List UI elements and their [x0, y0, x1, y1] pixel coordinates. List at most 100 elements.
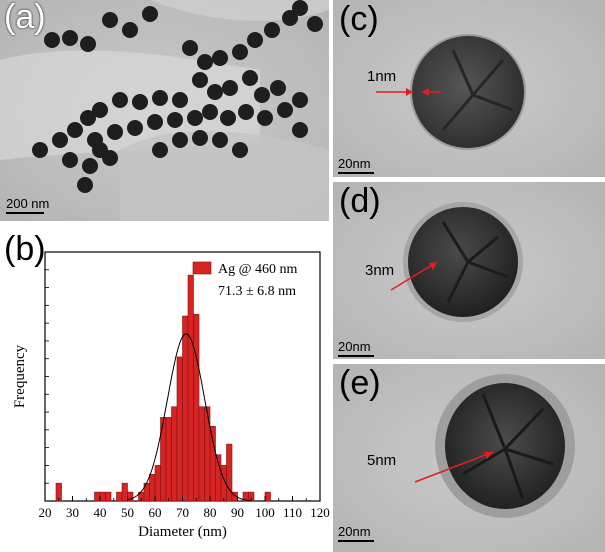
panel-a-label: (a)	[4, 0, 46, 36]
nanoparticle	[212, 132, 228, 148]
panel-e-scale-label: 20nm	[338, 524, 371, 539]
panel-a: (a) 200 nm	[0, 0, 329, 221]
nanoparticle	[242, 70, 258, 86]
nanoparticle	[254, 87, 270, 103]
x-tick-label: 40	[94, 505, 107, 520]
panel-c-image	[376, 34, 526, 150]
nanoparticle	[307, 16, 323, 32]
histogram-bar	[121, 482, 128, 502]
nanoparticle	[112, 92, 128, 108]
histogram-bar	[171, 406, 178, 502]
histogram-bar	[209, 426, 216, 502]
histogram-bar	[99, 491, 106, 502]
panel-c: (c) 1nm 20nm	[333, 0, 605, 177]
histogram-bar	[149, 474, 156, 502]
x-tick-label: 70	[176, 505, 189, 520]
nanoparticle	[292, 122, 308, 138]
nanoparticle	[292, 92, 308, 108]
nanoparticle	[264, 22, 280, 38]
panel-c-label: (c)	[339, 0, 379, 38]
nanoparticle	[167, 112, 183, 128]
panel-d-scale-label: 20nm	[338, 339, 371, 354]
x-tick-label: 60	[149, 505, 162, 520]
x-tick-label: 30	[66, 505, 79, 520]
nanoparticle	[147, 114, 163, 130]
panel-e: (e) 5nm 20nm	[333, 364, 605, 552]
histogram-bar	[105, 491, 112, 502]
nanoparticle	[172, 92, 188, 108]
histogram-bar	[226, 443, 233, 502]
nanoparticle	[77, 177, 93, 193]
panel-d-thickness-label: 3nm	[365, 262, 395, 279]
nanoparticle	[82, 158, 98, 174]
nanoparticle	[92, 142, 108, 158]
nanoparticle	[62, 30, 78, 46]
legend-entry: Ag @ 460 nm	[218, 262, 298, 277]
nanoparticle	[44, 32, 60, 48]
histogram-chart: 20 30 40 50 60 70 80 90 100 110 120 Diameter (nm) Fr…	[12, 251, 330, 540]
y-axis-label: Frequency	[12, 344, 28, 408]
panel-e-thickness-label: 5nm	[367, 452, 397, 469]
nanoparticle	[212, 50, 228, 66]
nanoparticle	[102, 12, 118, 28]
histogram-bar	[187, 274, 194, 502]
legend-swatch	[192, 261, 212, 275]
x-tick-label: 110	[283, 505, 302, 520]
nanoparticle	[67, 122, 83, 138]
panel-d-image	[390, 202, 523, 322]
nanoparticle	[32, 142, 48, 158]
panel-c-scalebar: 20nm	[338, 156, 374, 174]
panel-d-scalebar: 20nm	[338, 339, 374, 357]
histogram-bar	[94, 491, 101, 502]
nanoparticle	[182, 40, 198, 56]
panel-c-scale-label: 20nm	[338, 156, 371, 171]
histogram-bar	[193, 313, 200, 502]
nanoparticle	[222, 80, 238, 96]
panel-d-label: (d)	[339, 182, 381, 220]
nanoparticle	[152, 142, 168, 158]
nanoparticle	[197, 54, 213, 70]
nanoparticle	[92, 102, 108, 118]
nanoparticle	[292, 0, 308, 16]
nanoparticle	[238, 104, 254, 120]
x-axis-label: Diameter (nm)	[138, 524, 227, 540]
nanoparticle	[187, 110, 203, 126]
nanoparticle	[220, 110, 236, 126]
nanoparticle	[142, 6, 158, 22]
nanoparticle	[277, 102, 293, 118]
panel-b-label: (b)	[4, 230, 46, 268]
histogram-bar	[182, 315, 189, 502]
nanoparticle	[172, 132, 188, 148]
nanoparticle	[192, 72, 208, 88]
nanoparticle	[80, 110, 96, 126]
nanoparticle	[127, 120, 143, 136]
nanoparticle	[107, 124, 123, 140]
histogram-bar	[198, 406, 205, 502]
nanoparticle	[62, 152, 78, 168]
x-tick-label: 50	[121, 505, 134, 520]
panel-b: (b) 20 30 40 50 60 70 80 90 100 110 120 Diameter (n…	[0, 224, 330, 552]
nanoparticle	[80, 36, 96, 52]
nanoparticle	[232, 44, 248, 60]
nanoparticle	[202, 104, 218, 120]
x-tick-label: 80	[204, 505, 217, 520]
panel-d: (d) 3nm 20nm	[333, 182, 605, 359]
nanoparticle	[192, 130, 208, 146]
panel-a-scale-label: 200 nm	[6, 196, 50, 211]
panel-c-thickness-label: 1nm	[367, 68, 397, 85]
x-tick-label: 20	[39, 505, 52, 520]
panel-e-scalebar: 20nm	[338, 524, 374, 542]
histogram-bar	[176, 356, 183, 502]
x-tick-label: 100	[255, 505, 275, 520]
panel-e-label: (e)	[339, 364, 381, 402]
panel-e-image	[414, 374, 575, 518]
nanoparticle	[122, 22, 138, 38]
x-tick-label: 120	[310, 505, 330, 520]
nanoparticle	[232, 142, 248, 158]
nanoparticle	[52, 132, 68, 148]
histogram-bar	[264, 491, 271, 502]
panel-a-scalebar: 200 nm	[6, 196, 50, 214]
nanoparticle	[207, 84, 223, 100]
nanoparticle	[247, 32, 263, 48]
nanoparticle	[257, 110, 273, 126]
